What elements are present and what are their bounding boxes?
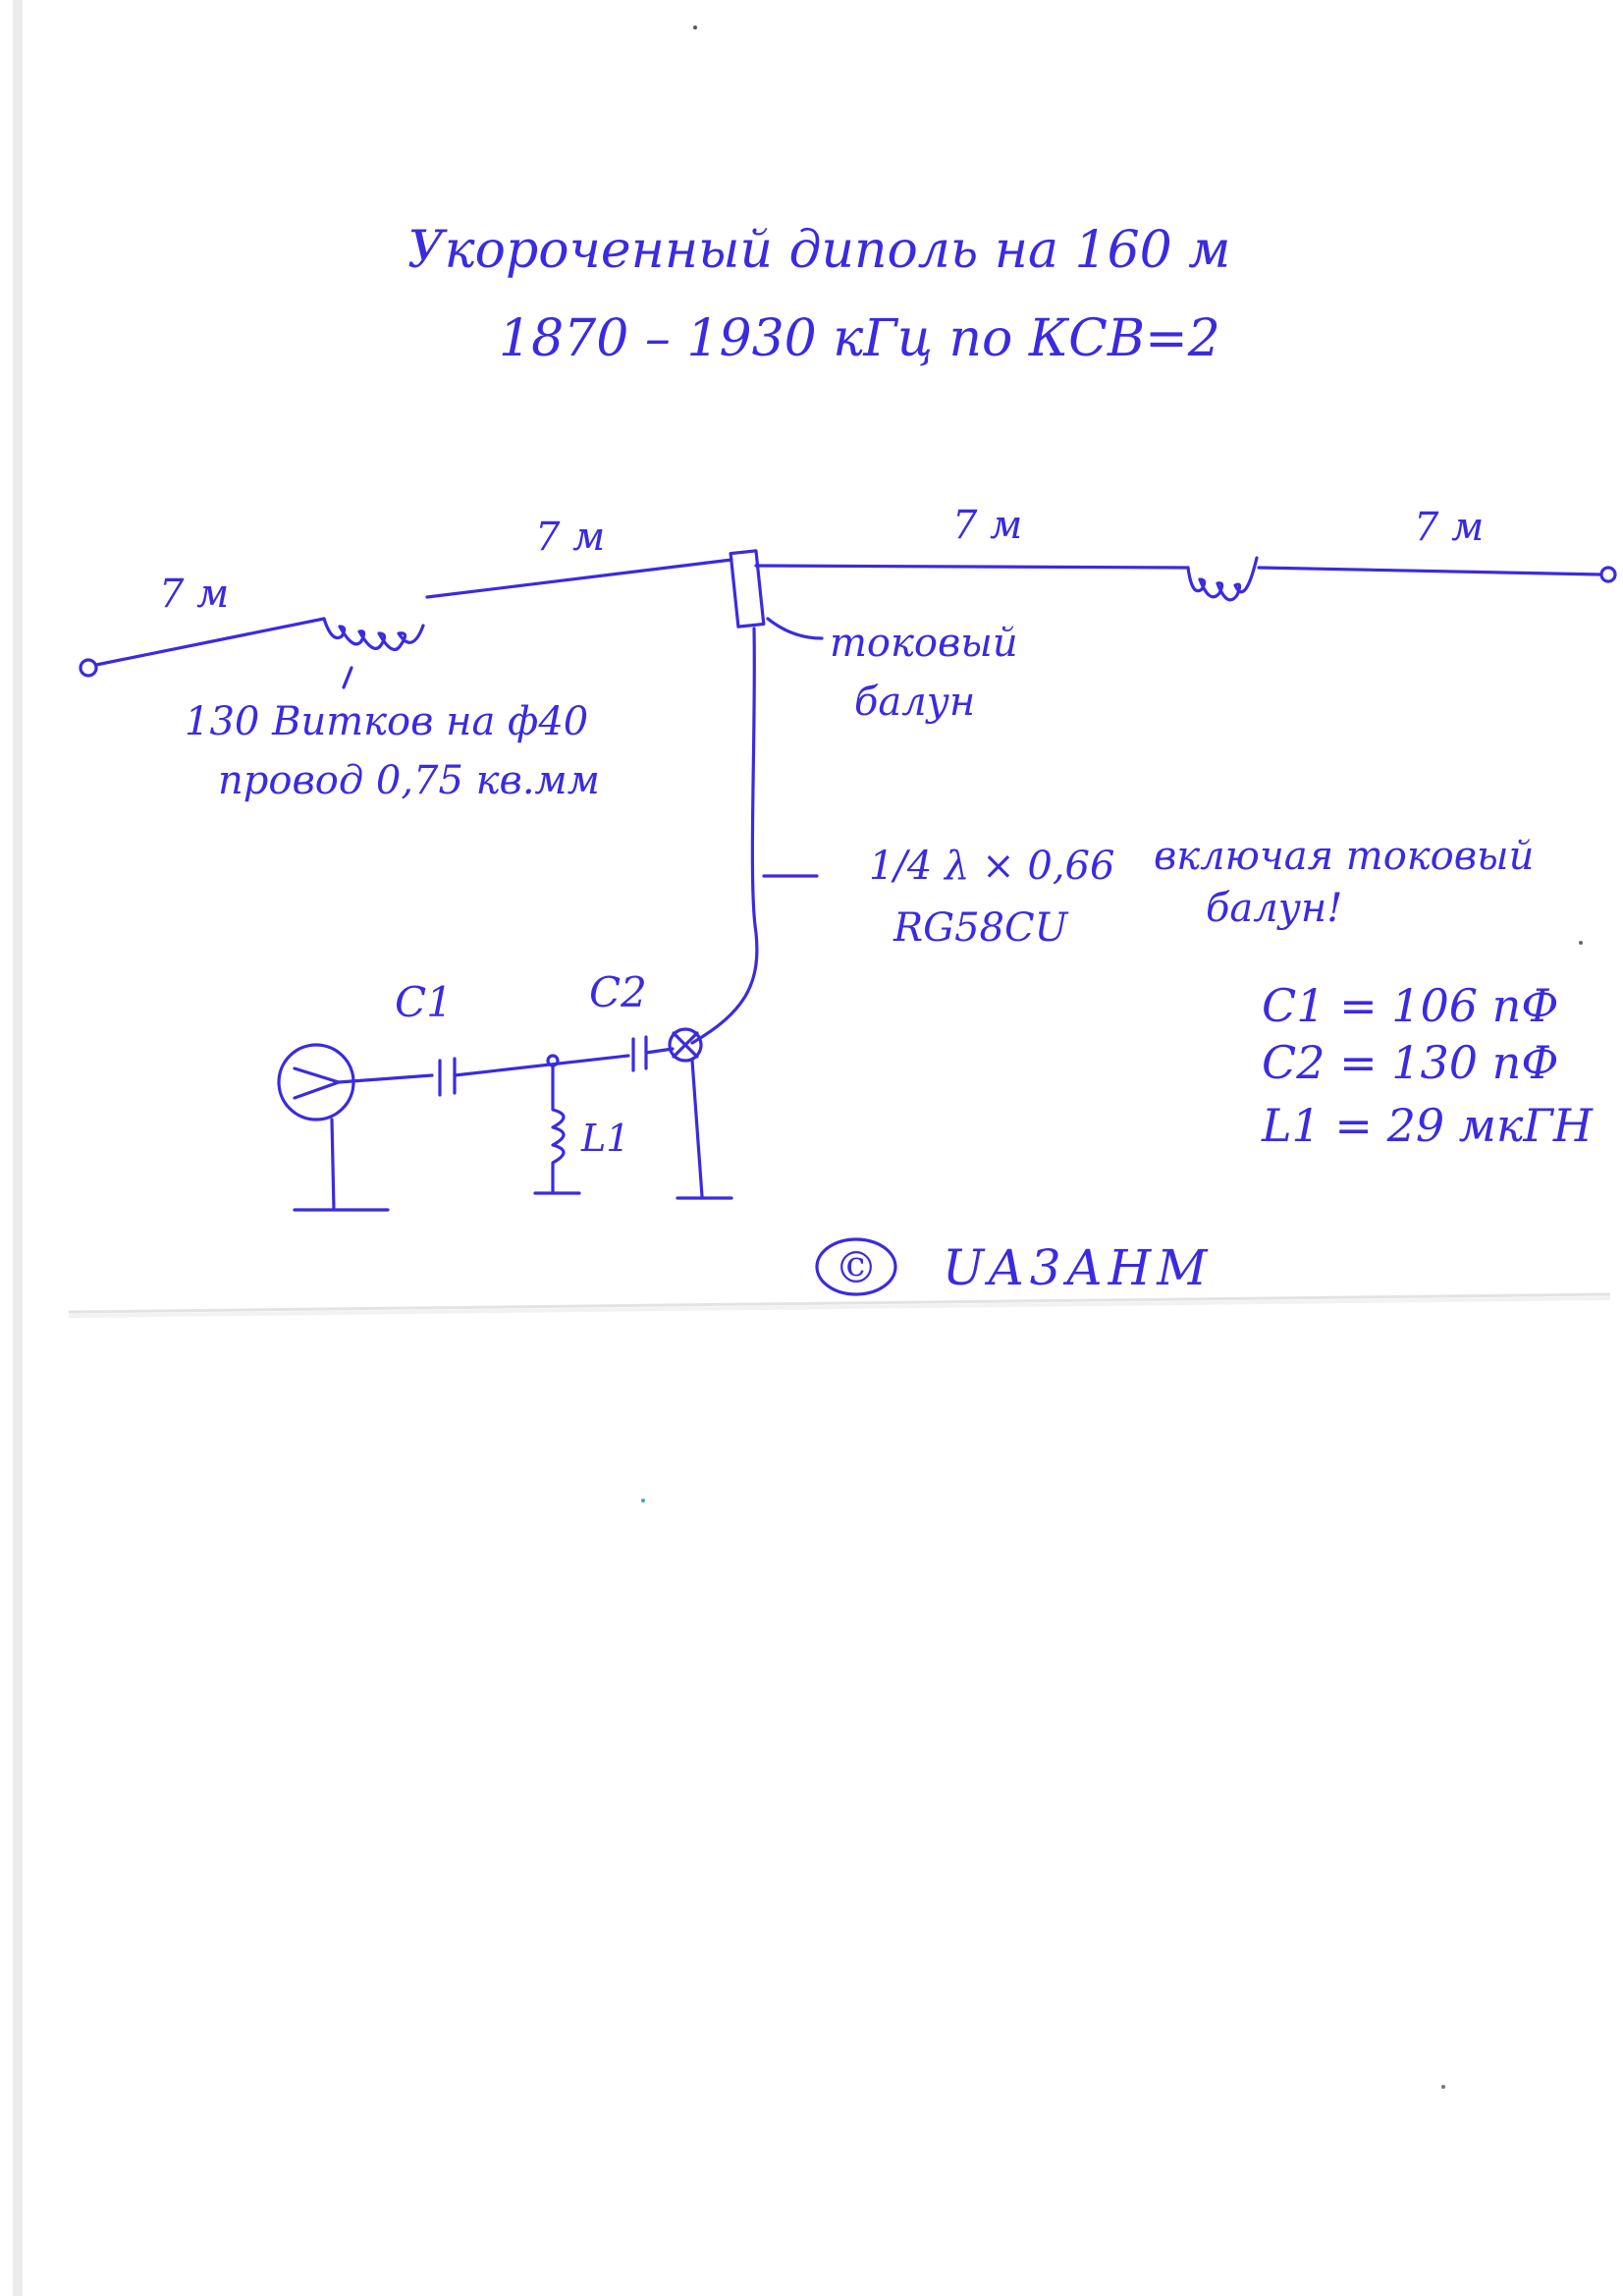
coil-note-line2: провод 0,75 кв.мм <box>218 758 600 803</box>
left-loading-coil-icon <box>322 617 425 651</box>
wire-c1-to-c2 <box>453 1054 630 1077</box>
inductor-l1-icon <box>551 1065 566 1190</box>
left-outer-wire <box>94 617 326 667</box>
coax-connector-icon <box>668 1027 703 1063</box>
capacitor-c2-icon <box>631 1035 648 1072</box>
current-balun-icon <box>729 549 766 629</box>
balun-label-line2: балун <box>854 680 975 725</box>
coax-connector-cross <box>672 1031 699 1059</box>
feeder-label-line2: RG58CU <box>893 905 1069 951</box>
segment-right-outer: 7 м <box>1414 505 1484 550</box>
right-loading-coil-icon <box>1186 556 1259 602</box>
wire-c2-to-coax <box>644 1047 675 1055</box>
copyright-callsign: UA3AHM <box>943 1239 1213 1296</box>
label-c1: C1 <box>395 978 453 1026</box>
left-end-insulator-icon <box>79 658 98 678</box>
right-end-insulator-icon <box>1599 566 1617 583</box>
copyright-symbol: © <box>835 1243 878 1293</box>
value-c1: C1 = 106 пФ <box>1262 979 1558 1032</box>
segment-right-inner: 7 м <box>952 503 1022 548</box>
feeder-label-line1: 1/4 λ × 0,66 <box>869 844 1114 889</box>
right-inner-wire <box>754 564 1190 570</box>
balun-label: токовый балун <box>766 617 1018 725</box>
title-line2: 1870 – 1930 кГц по КСВ=2 <box>499 309 1220 368</box>
segment-left-outer: 7 м <box>159 572 229 617</box>
balun-note-line2: балун! <box>1206 886 1342 931</box>
segment-labels: 7 м 7 м 7 м 7 м <box>159 503 1484 617</box>
right-outer-wire <box>1257 566 1602 576</box>
left-inner-wire <box>425 558 733 599</box>
junction-dot <box>546 1054 560 1067</box>
coax-line <box>690 627 759 1045</box>
matching-circuit: C1 C2 L1 <box>277 968 733 1212</box>
paper-edges <box>13 0 1611 2296</box>
title: Укороченный диполь на 160 м 1870 – 1930 … <box>407 221 1230 368</box>
component-values: C1 = 106 пФ C2 = 130 пФ L1 = 29 мкГН <box>1261 979 1594 1152</box>
ground-left-icon <box>293 1118 390 1212</box>
dipole-antenna <box>79 549 1617 678</box>
feeder-coax: 1/4 λ × 0,66 RG58CU включая токовый балу… <box>690 627 1534 1045</box>
balun-pointer <box>766 617 824 640</box>
ground-middle-icon <box>533 1186 581 1195</box>
coil-note-line1: 130 Витков на ф40 <box>185 699 588 744</box>
wire-to-c1 <box>337 1073 434 1084</box>
balun-note-line1: включая токовый <box>1154 834 1534 879</box>
value-l1: L1 = 29 мкГН <box>1261 1099 1594 1152</box>
copyright-circle-icon <box>815 1237 897 1296</box>
coil-note-pointer <box>342 666 353 689</box>
label-c2: C2 <box>589 968 647 1016</box>
balun-label-line1: токовый <box>830 621 1018 666</box>
label-l1: L1 <box>580 1117 629 1160</box>
ground-right-icon <box>676 1059 733 1200</box>
segment-left-inner: 7 м <box>535 515 605 560</box>
title-line1: Укороченный диполь на 160 м <box>407 221 1230 280</box>
connector-pin <box>293 1066 341 1100</box>
capacitor-c1-icon <box>438 1057 457 1097</box>
value-c2: C2 = 130 пФ <box>1262 1036 1558 1089</box>
coil-note: 130 Витков на ф40 провод 0,75 кв.мм <box>185 666 600 803</box>
copyright: © UA3AHM <box>815 1237 1213 1296</box>
